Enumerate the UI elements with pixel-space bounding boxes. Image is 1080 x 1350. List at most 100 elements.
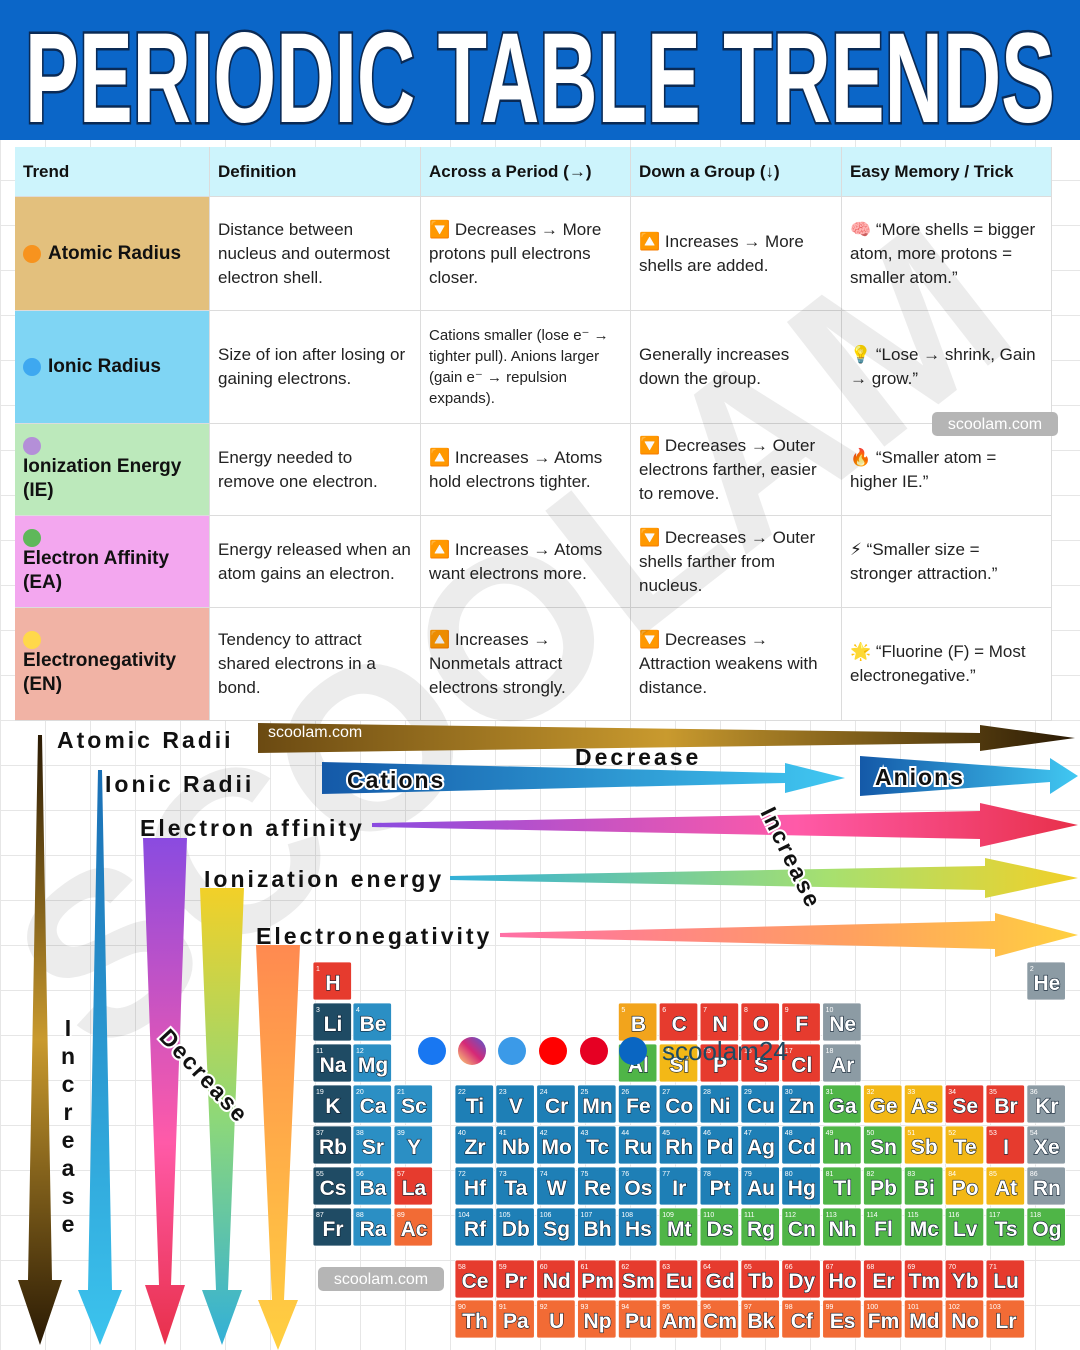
element-symbol: Se: [952, 1095, 978, 1118]
element-cell: [454, 1299, 494, 1339]
atomic-number: 22: [458, 1089, 466, 1096]
atomic-number: 55: [316, 1171, 324, 1178]
atomic-number: 80: [785, 1171, 793, 1178]
table-cell: Distance between nucleus and outermost e…: [210, 197, 421, 311]
label-decrease: Decrease: [575, 744, 701, 770]
element-cell: [781, 1002, 821, 1042]
element-cell: [454, 1259, 494, 1299]
element-cell: [985, 1084, 1025, 1124]
element-symbol: Cn: [788, 1218, 816, 1241]
atomic-number: 63: [662, 1264, 670, 1271]
facebook-icon[interactable]: [418, 1037, 446, 1065]
table-cell: Energy released when an atom gains an el…: [210, 516, 421, 608]
element-symbol: Fr: [323, 1218, 344, 1241]
element-symbol: Sm: [622, 1270, 655, 1293]
element-symbol: Ru: [624, 1136, 652, 1159]
atomic-number: 37: [316, 1130, 324, 1137]
atomic-number: 65: [744, 1264, 752, 1271]
atomic-number: 36: [1030, 1089, 1038, 1096]
linkedin-icon[interactable]: [619, 1037, 647, 1065]
element-cell: [822, 1259, 862, 1299]
atomic-number: 3: [316, 1007, 320, 1014]
element-cell: [985, 1166, 1025, 1206]
element-cell: [577, 1125, 617, 1165]
element-symbol: Ac: [401, 1218, 428, 1241]
pinterest-icon[interactable]: [580, 1037, 608, 1065]
table-cell: 🧠 “More shells = bigger atom, more proto…: [842, 197, 1052, 311]
atomic-number: 48: [785, 1130, 793, 1137]
element-symbol: Au: [747, 1177, 775, 1200]
element-cell: [822, 1043, 862, 1083]
atomic-number: 109: [662, 1212, 674, 1219]
element-cell: [740, 1125, 780, 1165]
element-symbol: Re: [584, 1177, 611, 1200]
element-symbol: Mo: [542, 1136, 572, 1159]
header-cell: Down a Group (↓): [631, 147, 842, 197]
atomic-number: 107: [581, 1212, 593, 1219]
atomic-number: 59: [499, 1264, 507, 1271]
atomic-number: 85: [989, 1171, 997, 1178]
atomic-number: 35: [989, 1089, 997, 1096]
element-cell: [985, 1207, 1025, 1247]
element-cell: [781, 1166, 821, 1206]
table-cell: Energy needed to remove one electron.: [210, 424, 421, 516]
element-symbol: Dy: [788, 1270, 815, 1293]
element-cell: [822, 1125, 862, 1165]
atomic-number: 17: [785, 1048, 793, 1055]
element-symbol: Nb: [502, 1136, 530, 1159]
trend-cell: Atomic Radius: [15, 197, 210, 311]
cell-text: Ionization Energy (IE): [23, 455, 182, 501]
atomic-number: 2: [1030, 966, 1034, 973]
element-cell: [658, 1259, 699, 1299]
element-cell: [658, 1084, 699, 1124]
element-symbol: S: [754, 1054, 768, 1077]
watermark: scoolam.com: [268, 724, 362, 741]
element-symbol: Np: [584, 1310, 612, 1333]
element-symbol: Ni: [710, 1095, 731, 1118]
element-cell: [822, 1299, 862, 1339]
element-cell: [658, 1002, 699, 1042]
element-cell: [352, 1166, 392, 1206]
element-cell: [781, 1207, 821, 1247]
atomic-number: 27: [662, 1089, 670, 1096]
instagram-icon[interactable]: [458, 1037, 486, 1065]
trend-dot: [23, 436, 41, 455]
atomic-number: 21: [397, 1089, 405, 1096]
atomic-number: 101: [907, 1304, 919, 1311]
atomic-number: 26: [621, 1089, 629, 1096]
atomic-number: 106: [540, 1212, 552, 1219]
atomic-number: 70: [948, 1264, 956, 1271]
element-symbol: Ag: [747, 1136, 775, 1159]
element-cell: [618, 1166, 658, 1206]
element-cell: [393, 1166, 433, 1206]
cell-text: Easy Memory / Trick: [850, 161, 1014, 181]
element-symbol: Am: [662, 1310, 696, 1333]
element-cell: [985, 1259, 1025, 1299]
element-symbol: Lr: [996, 1310, 1017, 1333]
element-cell: [577, 1084, 617, 1124]
atomic-number: 52: [948, 1130, 956, 1137]
youtube-icon[interactable]: [539, 1037, 567, 1065]
cell-text: Cations smaller (lose e⁻ → tighter pull)…: [429, 327, 609, 407]
element-cell: [944, 1299, 985, 1339]
element-symbol: Db: [502, 1218, 530, 1241]
trend-dot: [23, 631, 41, 649]
table-cell: Generally increases down the group.: [631, 311, 842, 424]
element-cell: [699, 1125, 739, 1165]
x-icon[interactable]: [498, 1037, 526, 1065]
title: PERIODIC TABLE TRENDS: [25, 7, 1055, 140]
atomic-number: 112: [785, 1212, 796, 1219]
element-cell: [863, 1084, 903, 1124]
element-cell: [740, 1084, 780, 1124]
cell-text: Distance between nucleus and outermost e…: [218, 219, 390, 287]
atomic-number: 38: [356, 1130, 364, 1137]
header: PERIODIC TABLE TRENDS: [0, 0, 1080, 153]
cell-text: Across a Period (→): [429, 161, 592, 181]
element-symbol: Si: [669, 1054, 689, 1077]
element-cell: [740, 1299, 780, 1339]
atomic-number: 41: [499, 1130, 507, 1137]
element-symbol: Sg: [543, 1218, 570, 1241]
element-symbol: Mc: [910, 1218, 939, 1241]
element-symbol: Ne: [829, 1013, 856, 1036]
